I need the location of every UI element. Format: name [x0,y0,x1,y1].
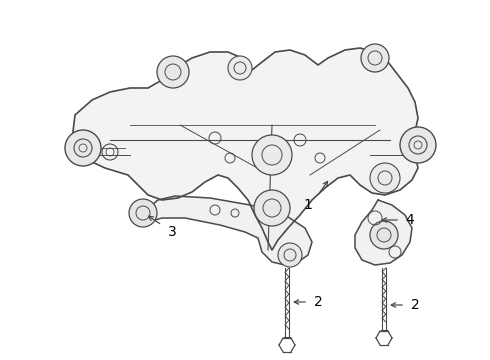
Polygon shape [355,200,412,265]
Polygon shape [138,196,312,265]
Text: 4: 4 [406,213,415,227]
Text: 3: 3 [168,225,176,239]
Circle shape [370,221,398,249]
Circle shape [65,130,101,166]
Circle shape [370,163,400,193]
Text: 2: 2 [411,298,419,312]
Circle shape [157,56,189,88]
Circle shape [278,243,302,267]
Polygon shape [72,48,418,250]
Circle shape [129,199,157,227]
Text: 1: 1 [304,198,313,212]
Text: 2: 2 [314,295,322,309]
Circle shape [400,127,436,163]
Circle shape [361,44,389,72]
Circle shape [254,190,290,226]
Circle shape [228,56,252,80]
Circle shape [252,135,292,175]
